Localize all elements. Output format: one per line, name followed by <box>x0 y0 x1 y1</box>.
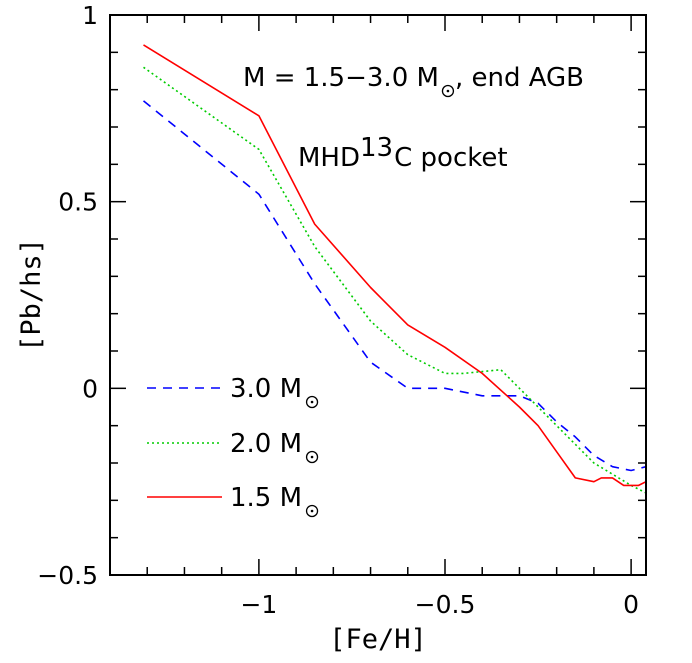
plot-lines <box>142 44 647 494</box>
solar-mass-symbol <box>305 450 319 464</box>
series-line-1 <box>143 66 647 494</box>
legend-label-1: 2.0 M <box>230 429 302 459</box>
legend: 3.0 M 2.0 M 1.5 M <box>147 374 319 518</box>
annotation-pocket-suffix: C pocket <box>394 143 507 173</box>
solar-mass-symbol <box>305 504 319 518</box>
solar-mass-symbol <box>305 395 319 409</box>
annotation-pocket: MHD <box>298 143 360 173</box>
y-axis-label: [Pb/hs] <box>16 238 47 352</box>
y-tick-label: 0.5 <box>58 188 98 217</box>
solar-mass-symbol <box>441 84 455 98</box>
solar-mass-dot <box>310 400 314 404</box>
x-tick-label: −0.5 <box>415 590 476 619</box>
annotation-pocket-isotope: 13 <box>360 133 393 163</box>
solar-mass-dot <box>310 455 314 459</box>
legend-label-0: 3.0 M <box>230 374 302 404</box>
plot-frame <box>109 14 647 576</box>
annotations: M = 1.5−3.0 M , end AGB MHD 13 C pocket <box>243 63 584 173</box>
annotation-end-agb: , end AGB <box>455 63 584 93</box>
x-axis-label: [Fe/H] <box>329 624 427 655</box>
y-tick-label: −0.5 <box>37 561 98 590</box>
solar-mass-dot <box>446 89 450 93</box>
x-tick-label: 0 <box>623 590 639 619</box>
solar-mass-dot <box>310 509 314 513</box>
y-tick-label: 0 <box>82 374 98 403</box>
series-line-2 <box>143 44 647 487</box>
annotation-mass-range: M = 1.5−3.0 M <box>243 63 439 93</box>
legend-label-2: 1.5 M <box>230 483 302 513</box>
y-tick-label: 1 <box>82 1 98 30</box>
x-tick-label: −1 <box>240 590 277 619</box>
tick-labels: −1 −0.5 0 −0.5 0 0.5 1 <box>37 1 639 619</box>
